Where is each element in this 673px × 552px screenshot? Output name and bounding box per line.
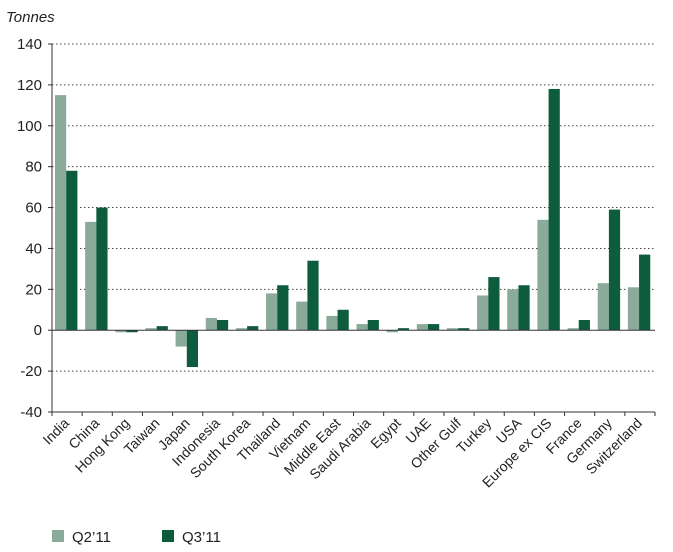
unit-label: Tonnes [6,9,55,26]
bar [397,328,410,331]
y-tick-label: 80 [25,159,42,176]
bar [296,301,308,331]
bar [66,170,78,331]
y-tick-label: 0 [34,322,42,339]
bar [156,326,168,331]
bar [627,287,640,331]
legend: Q2’11 Q3’11 [52,529,221,546]
y-tick-label: 60 [25,200,42,217]
y-tick-label: -20 [20,363,42,380]
bar [277,285,289,331]
bar [518,285,530,331]
bars [55,88,651,368]
bar [578,320,590,331]
legend-label: Q2’11 [72,529,111,546]
bar [367,320,379,331]
y-tick-label: -40 [20,404,42,421]
bar [145,328,157,331]
legend-swatch [162,530,174,542]
bar [126,330,138,333]
bar [386,330,398,333]
bar [307,260,319,331]
legend-swatch [52,530,64,542]
bar [477,295,489,331]
bar [247,326,259,331]
bar [548,88,560,331]
bar [416,324,428,331]
y-tick-label: 20 [25,281,42,298]
bar [235,328,248,331]
y-tick-label: 140 [17,36,42,53]
bar [488,277,500,331]
bar [186,330,198,368]
bar [458,328,470,331]
bar [96,207,108,331]
bar [608,209,621,331]
x-tick-label: Turkey [453,415,494,456]
bar [639,254,651,331]
bar [567,328,579,331]
x-tick-label: Egypt [367,415,404,452]
y-axis-ticks: -40 -20 0 20 40 60 80 100 120 140 [17,36,42,421]
bar [205,317,217,331]
bar [55,95,67,331]
bar [507,289,519,331]
bar [446,328,459,331]
bar [216,320,229,331]
y-tick-label: 120 [17,77,42,94]
y-tick-label: 100 [17,118,42,135]
y-tick-label: 40 [25,240,42,257]
legend-label: Q3’11 [182,529,221,546]
bar [266,293,278,331]
gridlines [52,43,655,413]
axes [48,43,656,416]
bar [85,221,97,331]
bar [356,324,368,331]
bar [537,219,549,331]
bar [326,315,338,331]
bar [337,309,349,331]
bar [175,330,187,347]
bar [115,330,127,333]
bar [428,324,440,331]
bar [597,283,609,331]
